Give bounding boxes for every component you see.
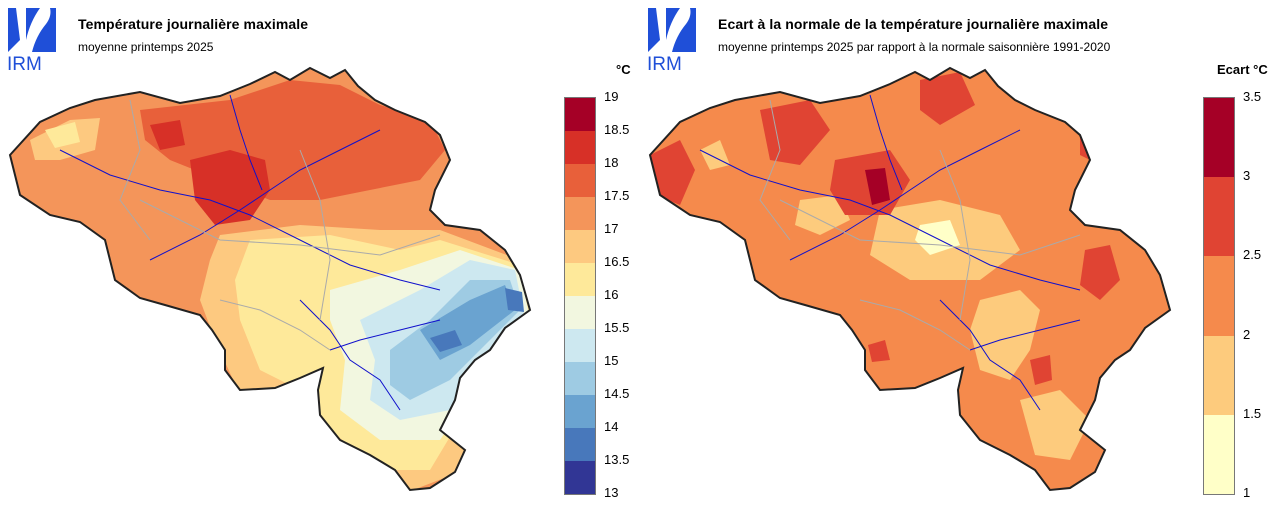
temperature-anomaly-panel: IRM Ecart à la normale de la température… — [640, 0, 1280, 507]
map-subtitle: moyenne printemps 2025 par rapport à la … — [718, 40, 1111, 54]
irm-logo: IRM — [7, 8, 56, 72]
belgium-anomaly-map — [648, 66, 1172, 492]
legend-tick-label: 18.5 — [604, 122, 630, 137]
legend-tick-label: 18 — [604, 155, 619, 170]
legend-tick-label: 19 — [604, 89, 619, 104]
legend-tick-label: 13 — [604, 485, 619, 500]
legend-tick-label: 2 — [1243, 326, 1251, 342]
max-temperature-panel: IRM Température journalière maximale moy… — [7, 8, 631, 500]
legend-tick-label: 2.5 — [1243, 247, 1262, 263]
legend-tick-label: 13.5 — [604, 452, 630, 467]
legend-tick-label: 3 — [1243, 168, 1251, 184]
legend-tick-label: 3.5 — [1243, 89, 1262, 104]
legend-swatch — [565, 164, 595, 197]
legend-tick-label: 14.5 — [604, 386, 630, 401]
irm-logo-text: IRM — [7, 54, 42, 72]
legend-swatch — [565, 395, 595, 428]
legend-unit-label: Ecart °C — [1217, 62, 1268, 77]
legend-swatch — [565, 428, 595, 461]
legend-tick-label: 15 — [604, 353, 619, 368]
legend-swatch — [565, 362, 595, 395]
legend-tick-label: 1.5 — [1243, 405, 1262, 421]
legend-swatch — [1204, 256, 1234, 336]
legend-swatch — [565, 296, 595, 329]
legend-swatch — [565, 98, 595, 131]
legend-tick-label: 17 — [604, 221, 619, 236]
legend-color-bar — [564, 97, 596, 495]
legend-swatch — [1204, 98, 1234, 178]
irm-logo: IRM — [647, 8, 696, 72]
map-title: Ecart à la normale de la température jou… — [718, 16, 1109, 32]
legend-swatch — [565, 263, 595, 296]
legend-tick-label: 16 — [604, 287, 619, 302]
legend-tick-label: 15.5 — [604, 320, 630, 335]
legend-tick-label: 16.5 — [604, 254, 630, 269]
legend-swatch — [565, 230, 595, 263]
map-subtitle: moyenne printemps 2025 — [78, 40, 214, 54]
legend-swatch — [565, 131, 595, 164]
irm-logo-text: IRM — [647, 54, 682, 72]
legend-tick-label: 17.5 — [604, 188, 630, 203]
legend-swatch — [1204, 177, 1234, 257]
legend-tick-label: 1 — [1243, 485, 1251, 500]
belgium-temperature-map — [8, 66, 532, 492]
legend-tick-label: 14 — [604, 419, 619, 434]
legend-swatch — [565, 461, 595, 494]
legend-swatch — [565, 197, 595, 230]
map-title: Température journalière maximale — [78, 16, 309, 32]
legend-color-bar — [1203, 97, 1235, 495]
legend-unit-label: °C — [616, 62, 631, 77]
legend-swatch — [1204, 335, 1234, 415]
legend-swatch — [1204, 414, 1234, 494]
legend-swatch — [565, 329, 595, 362]
